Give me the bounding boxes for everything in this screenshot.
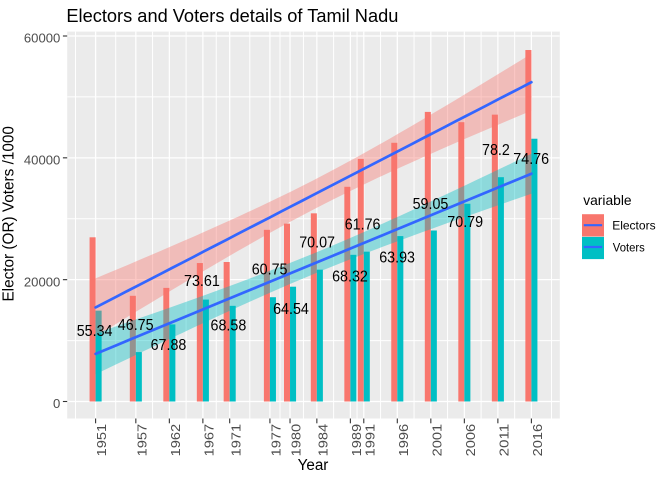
svg-text:1967: 1967 — [201, 424, 216, 457]
svg-text:1951: 1951 — [94, 424, 109, 457]
svg-text:Year: Year — [298, 457, 329, 474]
svg-text:60.75: 60.75 — [252, 262, 288, 279]
svg-text:Electors and Voters details of: Electors and Voters details of Tamil Nad… — [66, 5, 398, 26]
svg-text:2006: 2006 — [463, 424, 478, 457]
svg-text:Electors: Electors — [612, 219, 655, 233]
svg-text:68.32: 68.32 — [332, 269, 368, 286]
svg-text:40000: 40000 — [24, 152, 60, 167]
svg-text:1977: 1977 — [269, 424, 284, 457]
svg-text:46.75: 46.75 — [118, 317, 154, 334]
svg-text:68.58: 68.58 — [211, 318, 247, 335]
svg-text:70.07: 70.07 — [299, 235, 335, 252]
svg-text:Elector (OR) Voters /1000: Elector (OR) Voters /1000 — [1, 126, 18, 301]
svg-text:1991: 1991 — [362, 424, 377, 457]
svg-text:63.93: 63.93 — [379, 250, 415, 267]
svg-text:61.76: 61.76 — [345, 217, 381, 234]
svg-text:60000: 60000 — [24, 31, 60, 46]
svg-text:1980: 1980 — [289, 424, 304, 457]
svg-text:2016: 2016 — [530, 424, 545, 457]
svg-text:1957: 1957 — [134, 424, 149, 457]
svg-text:2011: 2011 — [496, 424, 511, 457]
svg-text:1989: 1989 — [349, 424, 364, 457]
svg-text:70.79: 70.79 — [447, 214, 483, 231]
svg-text:variable: variable — [583, 192, 632, 208]
svg-text:1984: 1984 — [315, 424, 330, 457]
svg-text:1971: 1971 — [228, 424, 243, 457]
svg-text:2001: 2001 — [429, 424, 444, 457]
svg-text:Voters: Voters — [613, 241, 645, 255]
svg-text:78.2: 78.2 — [482, 142, 510, 159]
svg-text:0: 0 — [53, 396, 60, 411]
svg-text:1996: 1996 — [396, 424, 411, 457]
svg-text:64.54: 64.54 — [273, 301, 309, 318]
svg-text:74.76: 74.76 — [513, 151, 549, 168]
svg-text:1962: 1962 — [168, 424, 183, 457]
svg-text:59.05: 59.05 — [413, 196, 449, 213]
svg-text:20000: 20000 — [24, 274, 60, 289]
svg-text:55.34: 55.34 — [77, 323, 113, 340]
svg-text:73.61: 73.61 — [184, 273, 220, 290]
svg-text:67.88: 67.88 — [151, 337, 187, 354]
